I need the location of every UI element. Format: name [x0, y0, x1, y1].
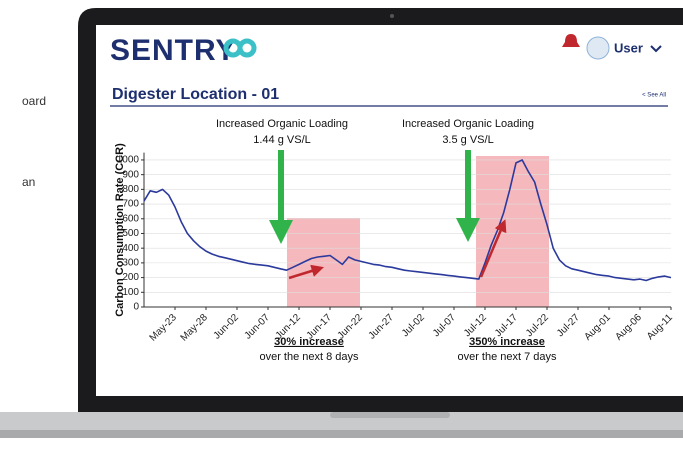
screenshot: oard an SENTRY User Digester Location - … [0, 0, 683, 457]
note-detail: over the next 8 days [259, 351, 359, 363]
note-headline: 30% increase [274, 336, 344, 348]
note-detail: over the next 7 days [457, 351, 557, 363]
annotation-title: Increased Organic Loading [216, 118, 348, 130]
page: {"side_text": ["oard", "an"], "header": … [0, 0, 683, 457]
laptop-base-edge [0, 430, 683, 438]
logo: SENTRY [110, 34, 237, 67]
highlight [287, 218, 360, 307]
y-tick-label: 0 [133, 302, 139, 313]
annotation-detail: 3.5 g VS/L [442, 134, 493, 146]
y-axis-label: Carbon Consumption Rate (CCR) [114, 143, 126, 317]
note-headline: 350% increase [469, 336, 545, 348]
avatar[interactable] [587, 37, 609, 59]
see-all[interactable]: < See All [642, 93, 666, 99]
annotation-detail: 1.44 g VS/L [253, 134, 311, 146]
section-title: Digester Location - 01 [112, 86, 279, 103]
annotation-title: Increased Organic Loading [402, 118, 534, 130]
laptop-notch [330, 412, 450, 418]
camera [390, 14, 394, 18]
side-text: an [22, 175, 35, 189]
user-menu[interactable]: User [614, 40, 643, 55]
side-text: oard [22, 94, 46, 108]
